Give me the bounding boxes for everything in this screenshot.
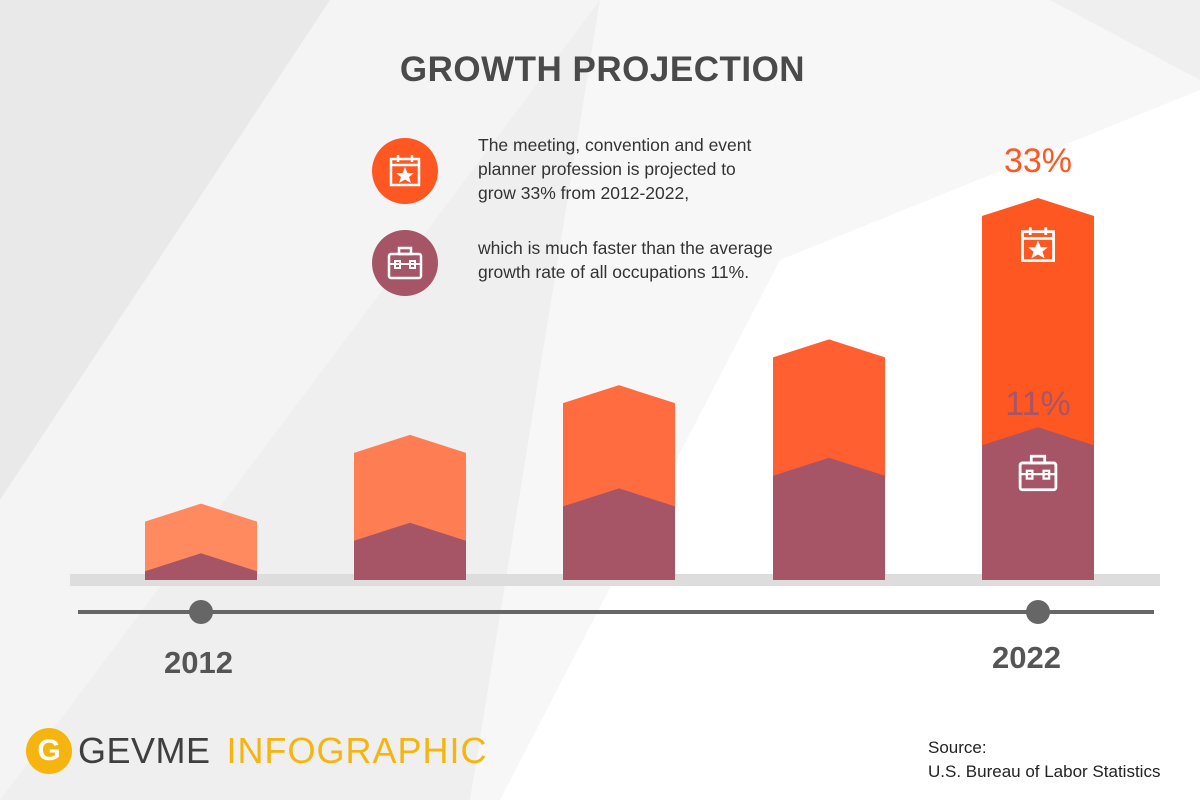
- legend-text-all-occupations: which is much faster than the average gro…: [478, 238, 773, 282]
- page-title: GROWTH PROJECTION: [399, 50, 806, 89]
- gevme-logo: G GEVME INFOGRAPHIC: [26, 728, 488, 774]
- bar-all-occupations-1: [354, 522, 466, 580]
- bar-calendar-icon: [1005, 220, 1071, 270]
- logo-brand: GEVME: [78, 730, 211, 771]
- source-note: Source: U.S. Bureau of Labor Statistics: [928, 738, 1161, 781]
- bar-all-occupations-4: [982, 427, 1094, 580]
- bar-briefcase-icon: [1005, 448, 1071, 498]
- legend-text-planners: The meeting, convention and event planner…: [478, 135, 752, 203]
- briefcase-icon: [372, 230, 438, 296]
- year-label-end: 2022: [992, 640, 1061, 675]
- logo-mark: G: [26, 728, 72, 774]
- bar-all-occupations-0: [145, 553, 257, 580]
- bar-planners-0: [145, 503, 257, 580]
- timeline-dot-end: [1026, 600, 1050, 624]
- label-11-percent: 11%: [1005, 385, 1071, 423]
- timeline-dot-start: [189, 600, 213, 624]
- bar-all-occupations-3: [773, 457, 885, 580]
- bar-chart: [70, 198, 1160, 586]
- logo-product: INFOGRAPHIC: [226, 730, 488, 771]
- calendar-star-icon: [372, 138, 438, 204]
- bar-all-occupations-2: [563, 488, 675, 580]
- year-label-start: 2012: [164, 645, 233, 680]
- label-33-percent: 33%: [1003, 142, 1073, 180]
